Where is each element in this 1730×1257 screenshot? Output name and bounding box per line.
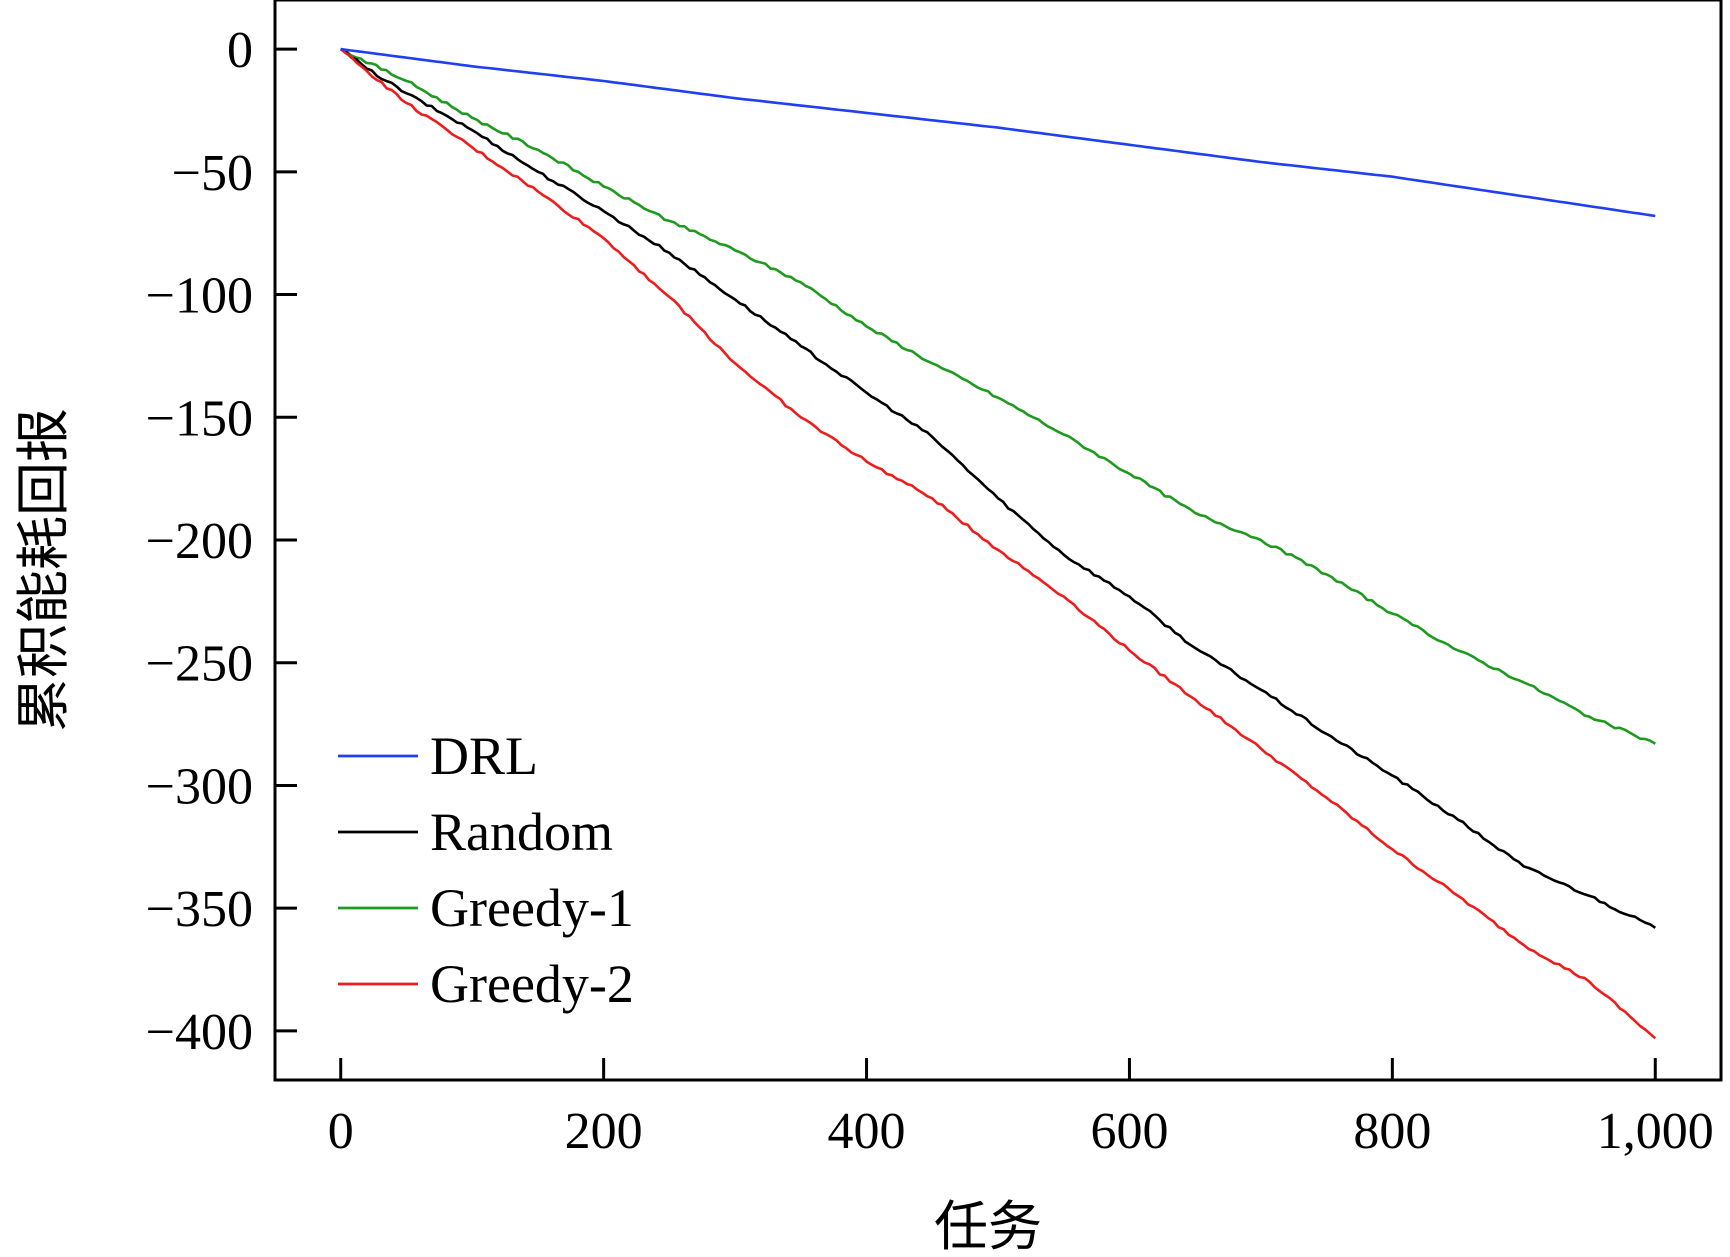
- legend-label: DRL: [430, 726, 538, 786]
- series-line-random: [340, 47, 1657, 929]
- legend-label: Greedy-2: [430, 954, 634, 1014]
- x-axis: 0 200 400 600 800 1,000: [328, 1058, 1714, 1160]
- y-tick-label: 0: [227, 22, 253, 79]
- y-tick-label: −50: [172, 145, 253, 202]
- legend-label: Greedy-1: [430, 878, 634, 938]
- x-axis-title: 任务: [934, 1195, 1042, 1257]
- y-axis-title: 累积能耗回报: [12, 408, 75, 732]
- y-tick-label: −150: [146, 390, 253, 447]
- y-tick-label: −200: [146, 513, 253, 570]
- x-tick-label: 400: [828, 1103, 906, 1160]
- y-tick-label: −100: [146, 268, 253, 325]
- series-layer: [339, 47, 1657, 1040]
- x-tick-label: 600: [1090, 1103, 1168, 1160]
- x-tick-label: 1,000: [1597, 1103, 1714, 1160]
- x-tick-label: 800: [1353, 1103, 1431, 1160]
- y-tick-label: −400: [146, 1004, 253, 1061]
- y-tick-label: −250: [146, 636, 253, 693]
- y-axis: 0 −50 −100 −150 −200 −250 −300 −350 −400: [146, 22, 297, 1061]
- legend: DRL Random Greedy-1 Greedy-2: [338, 726, 634, 1014]
- series-line-drl: [340, 47, 1656, 218]
- legend-label: Random: [430, 802, 613, 862]
- y-tick-label: −300: [146, 758, 253, 815]
- x-tick-label: 0: [328, 1103, 354, 1160]
- series-line-greedy-2: [339, 48, 1657, 1040]
- y-tick-label: −350: [146, 881, 253, 938]
- series-line-greedy-1: [340, 47, 1656, 745]
- x-tick-label: 200: [565, 1103, 643, 1160]
